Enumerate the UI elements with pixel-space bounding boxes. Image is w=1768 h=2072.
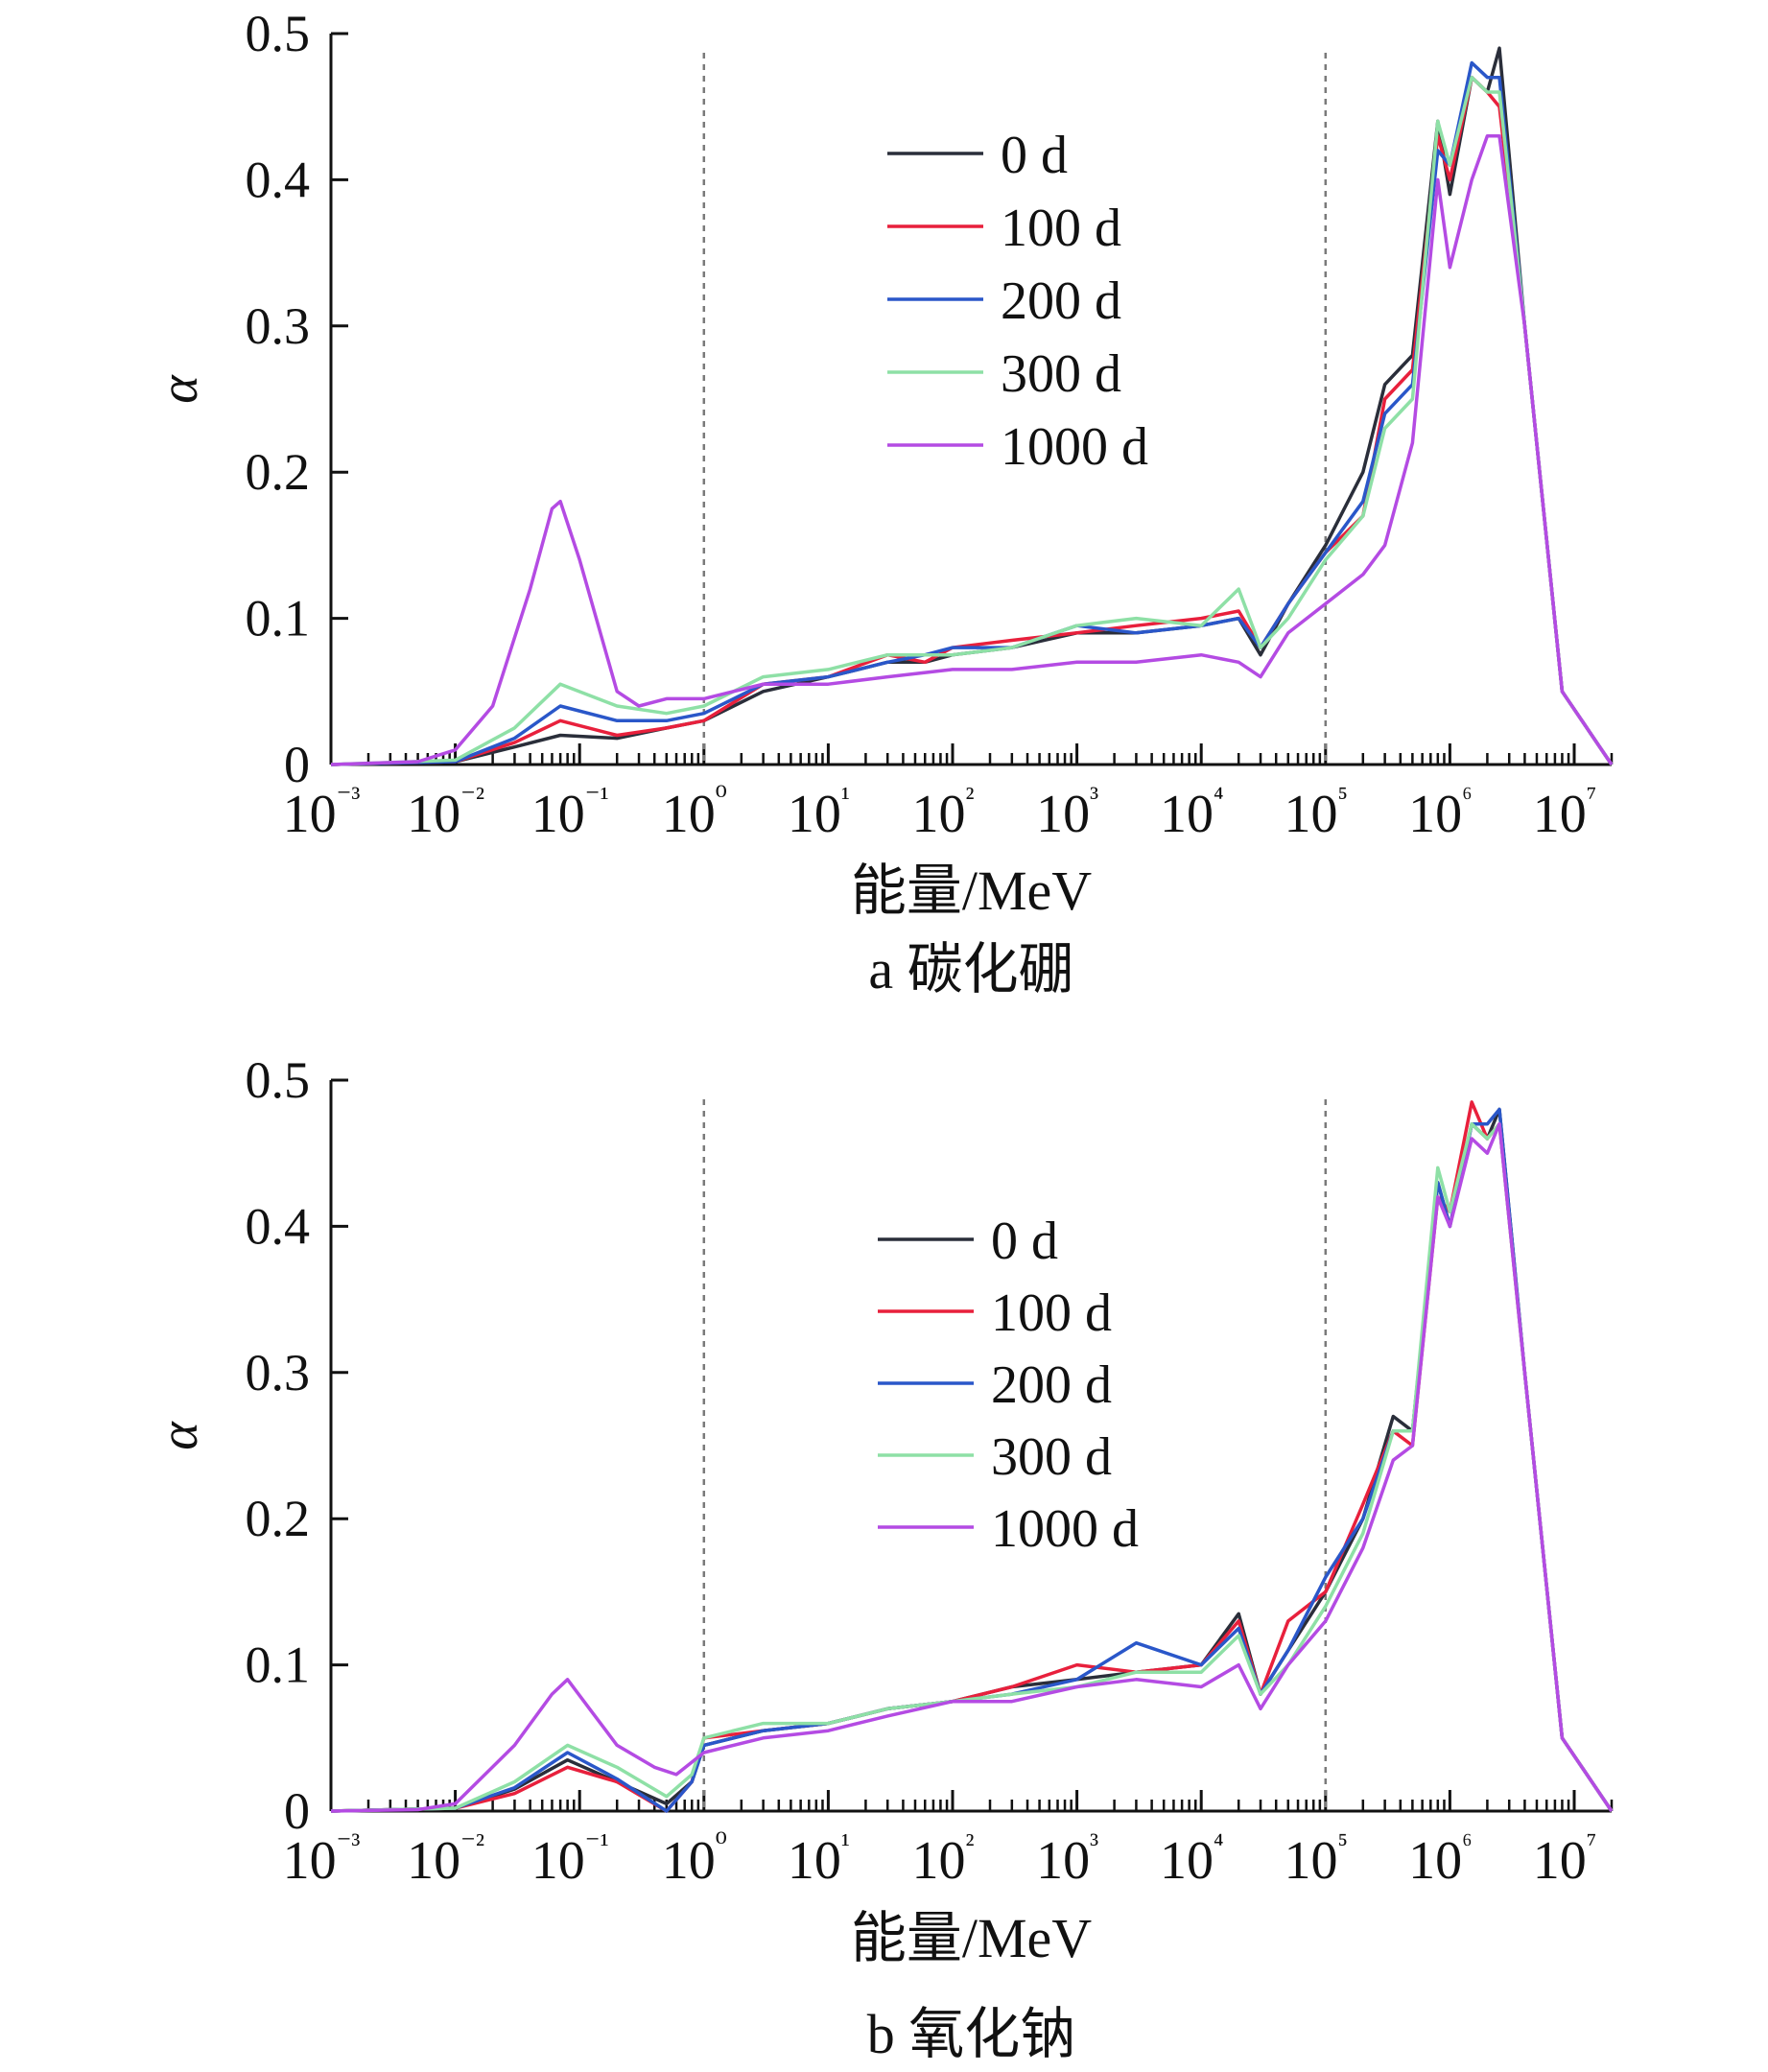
legend-label: 100 d [1001, 199, 1121, 258]
legend: 0 d 100 d 200 d 300 d 1000 d [887, 126, 1148, 477]
series-line-100d [330, 75, 1614, 766]
legend-label: 1000 d [1001, 417, 1148, 477]
x-tick-label: 10⁷ [1533, 782, 1596, 844]
series-line-200d [330, 1107, 1614, 1813]
x-tick-label: 10⁶ [1408, 782, 1472, 844]
series-line-300d [330, 1121, 1614, 1813]
legend-label: 300 d [1001, 344, 1121, 404]
legend-label: 300 d [991, 1427, 1112, 1487]
legend-label: 1000 d [991, 1499, 1139, 1559]
y-tick-label: 0.4 [246, 151, 311, 208]
series-line-0d [330, 1107, 1614, 1813]
x-tick-label: 10² [911, 1828, 974, 1891]
y-tick-label: 0.1 [246, 1636, 311, 1694]
panel-caption: b 氧化钠 [867, 2003, 1076, 2065]
series-line-1000d [330, 1121, 1614, 1813]
x-tick-label: 10⁻³ [283, 782, 361, 844]
legend-label: 200 d [991, 1355, 1112, 1415]
x-tick-label: 10⁻² [407, 782, 484, 844]
series-line-200d [330, 60, 1614, 766]
series-line-300d [330, 75, 1614, 766]
chart-panel-a: 0 0.1 0.2 0.3 0.4 0.5 10⁻³ 10⁻² 10⁻¹ 10⁰ 10¹ 10² 10³… [150, 5, 1614, 1001]
chart-panel-b: 0 0.1 0.2 0.3 0.4 0.5 10⁻³ 10⁻² 10⁻¹ 10⁰ 10¹ 10² 10³… [150, 1051, 1614, 2065]
y-tick-label: 0.4 [246, 1197, 311, 1255]
y-tick-label: 0.5 [246, 1051, 311, 1109]
panel-caption: a 碳化硼 [868, 938, 1073, 1001]
legend-label: 100 d [991, 1283, 1112, 1343]
y-tick-label: 0.2 [246, 1490, 311, 1547]
x-tick-label: 10³ [1036, 1828, 1098, 1891]
y-tick-label: 0.1 [246, 590, 311, 648]
x-tick-label: 10⁴ [1160, 1828, 1223, 1891]
x-tick-label: 10⁷ [1533, 1828, 1596, 1891]
x-tick-label: 10⁵ [1285, 1828, 1348, 1891]
x-tick-label: 10⁻³ [283, 1828, 361, 1891]
legend: 0 d 100 d 200 d 300 d 1000 d [878, 1212, 1139, 1559]
x-tick-label: 10⁻² [407, 1828, 484, 1891]
series-line-0d [330, 46, 1614, 766]
x-tick-label: 10⁵ [1285, 782, 1348, 844]
y-axis-label: α [150, 374, 209, 404]
x-tick-label: 10⁶ [1408, 1828, 1472, 1891]
x-axis-label: 能量/MeV [851, 859, 1092, 922]
x-tick-label: 10⁻¹ [531, 1828, 609, 1891]
x-tick-label: 10⁰ [662, 782, 727, 844]
legend-label: 200 d [1001, 271, 1121, 331]
y-tick-label: 0.3 [246, 297, 311, 355]
x-tick-label: 10¹ [788, 782, 850, 844]
y-tick-label: 0 [284, 1782, 310, 1840]
x-tick-label: 10¹ [788, 1828, 850, 1891]
x-axis-label: 能量/MeV [851, 1907, 1092, 1969]
x-tick-label: 10⁴ [1160, 782, 1223, 844]
y-tick-label: 0.5 [246, 5, 311, 62]
y-tick-label: 0.3 [246, 1344, 311, 1401]
x-tick-label: 10⁻¹ [531, 782, 609, 844]
legend-label: 0 d [1001, 126, 1068, 185]
legend-label: 0 d [991, 1212, 1058, 1271]
x-tick-label: 10² [911, 782, 974, 844]
y-tick-label: 0.2 [246, 443, 311, 501]
x-tick-label: 10³ [1036, 782, 1098, 844]
series-line-1000d [330, 133, 1614, 766]
y-tick-label: 0 [284, 736, 310, 793]
y-axis-label: α [150, 1421, 209, 1450]
x-tick-label: 10⁰ [662, 1828, 727, 1891]
